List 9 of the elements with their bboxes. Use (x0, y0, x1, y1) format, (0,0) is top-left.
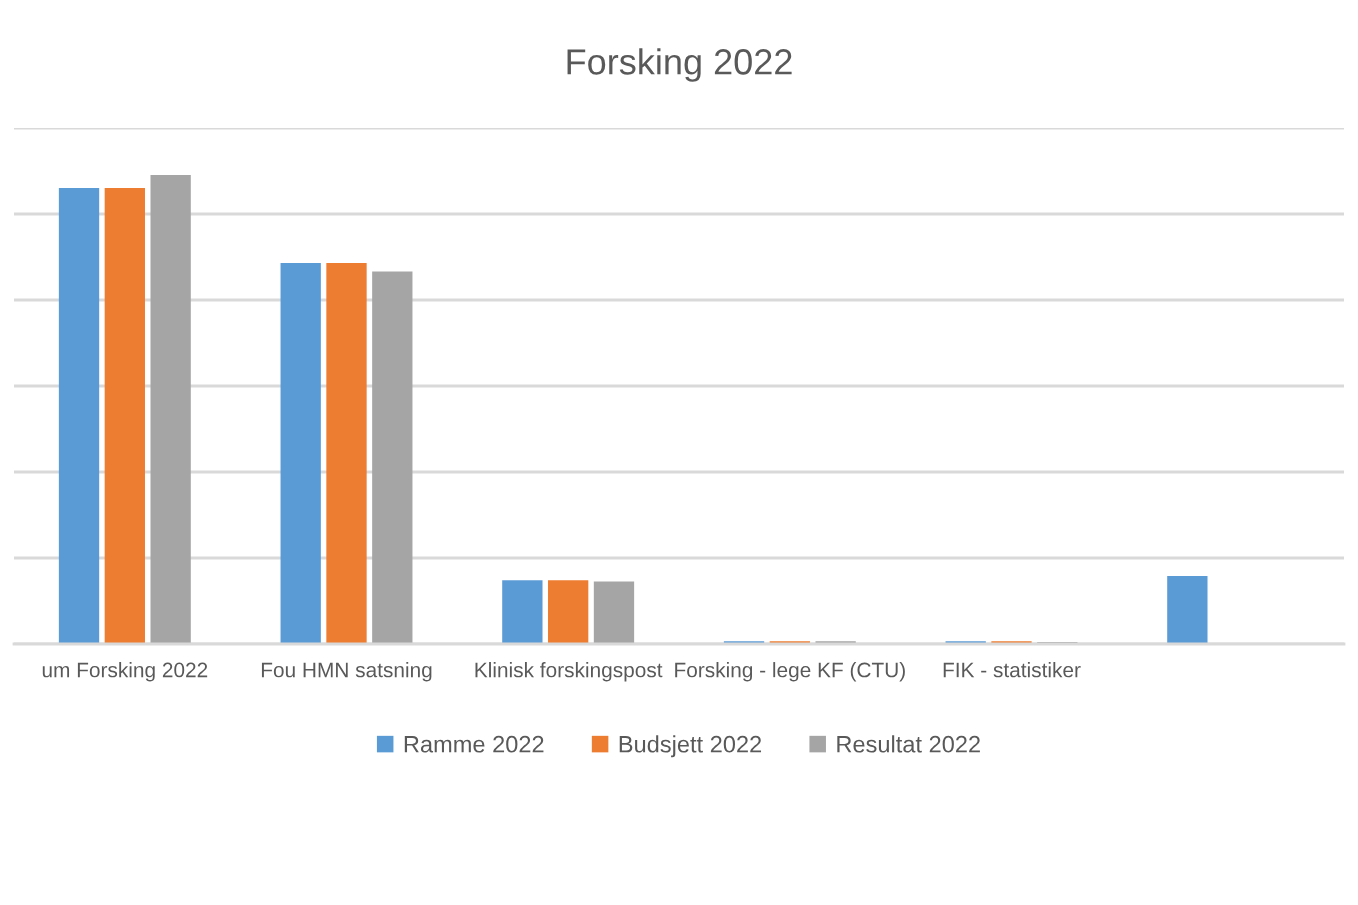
x-tick-label: Fou HMN satsning (261, 662, 432, 682)
x-tick-label: um Forsking 2022 (42, 662, 208, 682)
x-tick-label: Forsking - lege KF (CTU) (675, 662, 905, 682)
chart-title: Forsking 2022 (567, 48, 792, 82)
legend-label: Ramme 2022 (404, 735, 544, 753)
legend-label: Resultat 2022 (837, 735, 980, 753)
legend-label: Budsjett 2022 (619, 735, 762, 758)
x-tick-label: FIK - statistiker (943, 662, 1081, 678)
x-tick-label: Klinisk forskingspost (475, 662, 663, 682)
